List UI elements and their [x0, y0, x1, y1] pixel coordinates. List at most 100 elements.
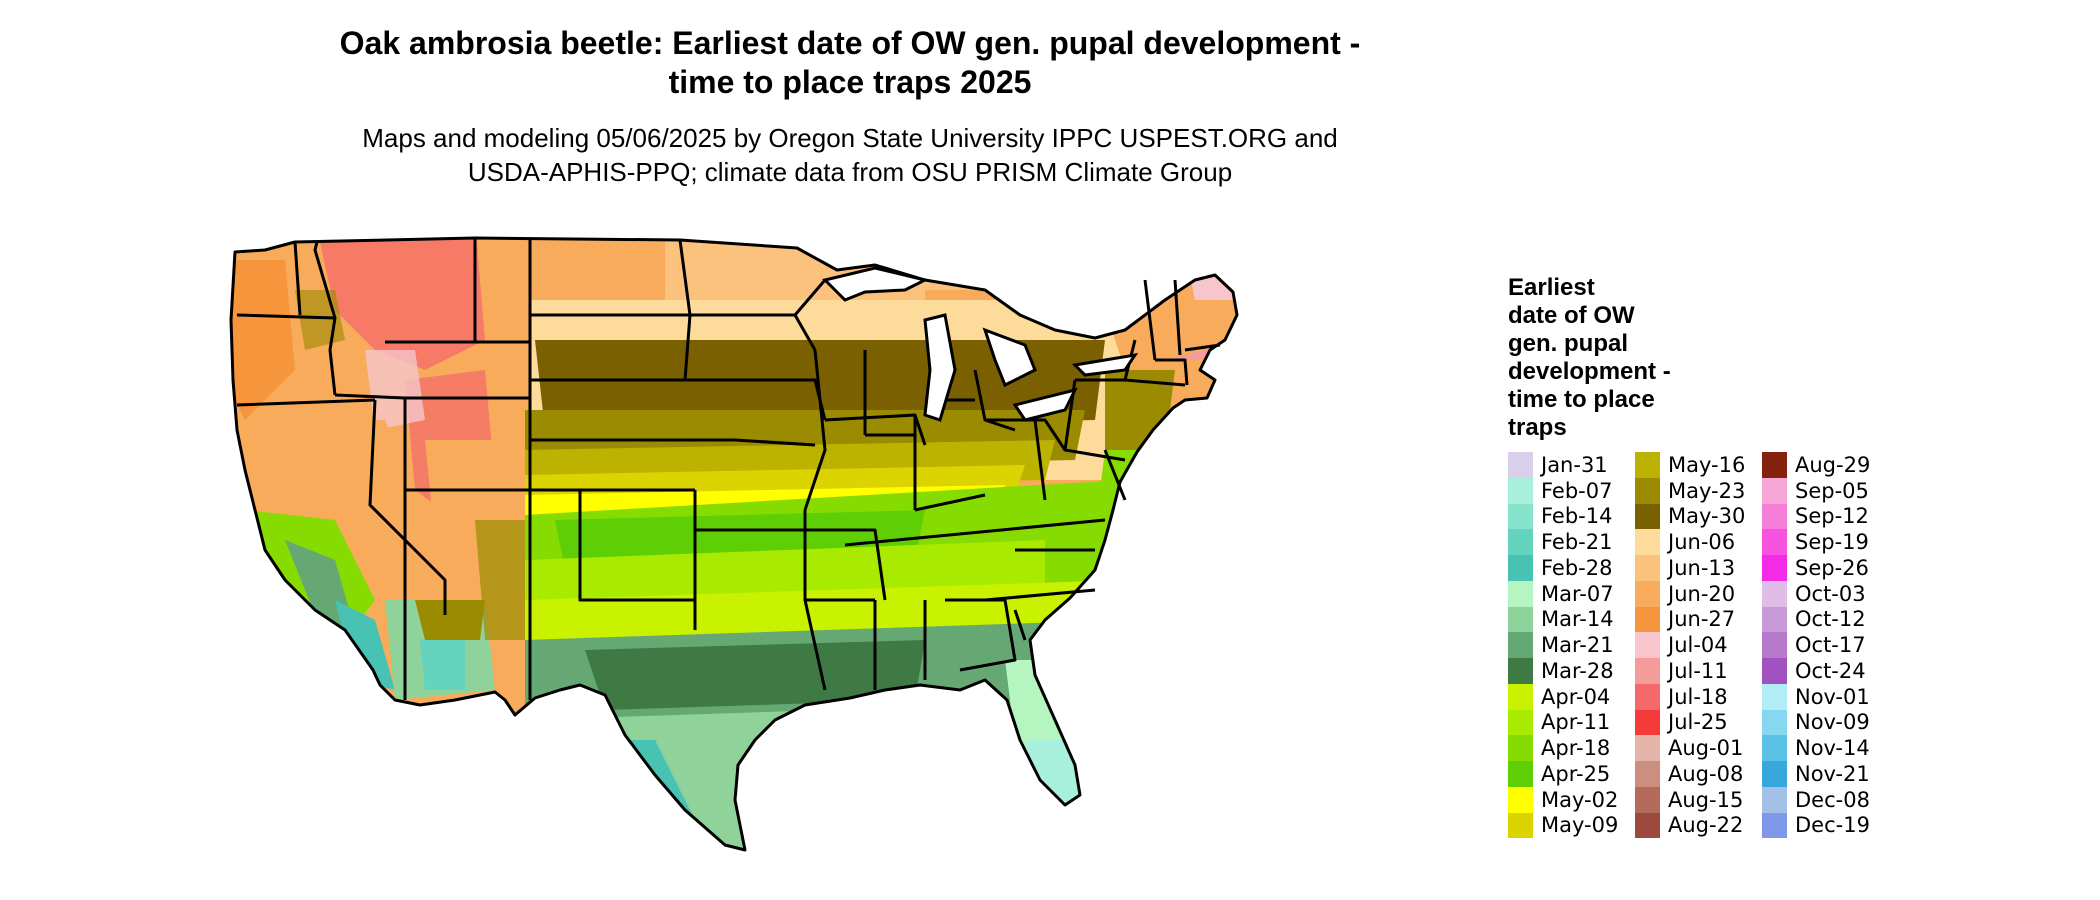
legend-swatch [1762, 580, 1787, 607]
legend-item: Sep-12 [1762, 503, 1870, 530]
legend-swatch [1508, 529, 1533, 555]
legend-label: Jun-13 [1668, 555, 1736, 580]
map-title: Oak ambrosia beetle: Earliest date of OW… [200, 24, 1500, 102]
legend-item: Sep-19 [1762, 529, 1870, 555]
legend-label: Sep-26 [1795, 555, 1869, 580]
legend-label: Oct-24 [1795, 658, 1866, 683]
legend-item: Jan-31 [1508, 452, 1618, 478]
legend-label: Dec-08 [1795, 787, 1870, 812]
legend-item: May-16 [1635, 452, 1745, 478]
legend-item: Jun-06 [1635, 529, 1745, 555]
legend-label: Aug-22 [1668, 813, 1744, 838]
map-title-line-1: Oak ambrosia beetle: Earliest date of OW… [339, 25, 1361, 61]
legend-label: Jan-31 [1541, 452, 1608, 477]
legend-item: May-02 [1508, 786, 1619, 813]
legend-swatch [1508, 761, 1533, 787]
legend-swatch [1635, 632, 1660, 658]
legend-item: Jun-13 [1635, 555, 1745, 581]
legend-item: Mar-14 [1508, 606, 1618, 633]
legend-item: Aug-01 [1635, 735, 1745, 761]
legend-item: Sep-26 [1762, 555, 1870, 581]
legend-label: Jul-18 [1668, 684, 1728, 709]
legend-label: Feb-28 [1541, 555, 1613, 580]
legend-label: Mar-14 [1541, 607, 1614, 632]
state-boundaries [229, 236, 1239, 852]
legend-swatch [1635, 452, 1660, 478]
legend-title-line: time to place [1508, 386, 1655, 413]
legend-label: Sep-19 [1795, 530, 1869, 555]
legend-swatch [1508, 555, 1533, 581]
legend-item: Oct-24 [1762, 658, 1870, 684]
legend-label: Aug-15 [1668, 787, 1744, 812]
legend-item: Jul-25 [1635, 709, 1745, 736]
legend-item: Nov-09 [1762, 709, 1870, 736]
legend-label: Apr-25 [1541, 761, 1611, 786]
legend-swatch [1635, 555, 1660, 581]
legend-label: Nov-01 [1795, 684, 1870, 709]
legend-label: Apr-18 [1541, 736, 1611, 761]
legend-label: Oct-03 [1795, 581, 1866, 606]
legend-item: Aug-15 [1635, 786, 1745, 813]
legend-item: Dec-19 [1762, 812, 1870, 839]
legend-label: Aug-29 [1795, 452, 1871, 477]
legend-label: Jul-25 [1668, 710, 1728, 735]
legend-swatch [1635, 658, 1660, 684]
legend-item: Apr-25 [1508, 761, 1618, 787]
legend-swatch [1762, 786, 1787, 813]
legend-item: Nov-14 [1762, 735, 1870, 761]
legend-swatch [1635, 761, 1660, 787]
legend-title-line: gen. pupal [1508, 330, 1628, 357]
legend-label: Sep-05 [1795, 478, 1869, 503]
legend-item: Dec-08 [1762, 786, 1870, 813]
legend-label: Dec-19 [1795, 813, 1870, 838]
legend-label: Oct-17 [1795, 633, 1866, 658]
legend-item: Jun-27 [1635, 606, 1745, 633]
legend-item: Feb-28 [1508, 555, 1618, 581]
legend-label: Nov-21 [1795, 761, 1870, 786]
legend-column-2: May-16 May-23 May-30 Jun-06 Jun-13 Jun-20 Jun-… [1635, 452, 1745, 839]
legend-swatch [1508, 786, 1533, 813]
legend-swatch [1508, 580, 1533, 607]
legend-item: Oct-17 [1762, 632, 1870, 658]
legend-label: Sep-12 [1795, 504, 1869, 529]
legend-swatch [1508, 477, 1533, 504]
legend-title-line: traps [1508, 414, 1567, 441]
legend-item: Nov-01 [1762, 683, 1870, 710]
legend-title-line: development - [1508, 358, 1671, 385]
legend-item: Aug-29 [1762, 452, 1870, 478]
legend-swatch [1508, 452, 1533, 478]
legend-title-line: Earliest [1508, 274, 1595, 301]
legend-item: Nov-21 [1762, 761, 1870, 787]
legend-label: Apr-11 [1541, 710, 1611, 735]
legend-label: May-02 [1541, 787, 1619, 812]
legend-swatch [1635, 606, 1660, 633]
legend-label: Mar-28 [1541, 658, 1614, 683]
legend-swatch [1508, 658, 1533, 684]
legend-label: May-16 [1668, 452, 1746, 477]
legend-label: Jun-20 [1668, 581, 1736, 606]
legend-item: Apr-11 [1508, 709, 1618, 736]
legend-label: Mar-07 [1541, 581, 1614, 606]
legend-swatch [1635, 477, 1660, 504]
legend-item: May-09 [1508, 812, 1618, 839]
legend-swatch [1508, 709, 1533, 736]
us-degree-day-map [229, 236, 1239, 852]
legend-swatch [1635, 529, 1660, 555]
map-subtitle: Maps and modeling 05/06/2025 by Oregon S… [200, 121, 1500, 189]
legend-item: Feb-07 [1508, 477, 1618, 504]
legend-item: Jun-20 [1635, 580, 1745, 607]
legend-swatch [1508, 812, 1533, 839]
legend-swatch [1635, 735, 1660, 761]
legend-item: Jul-04 [1635, 632, 1745, 658]
legend-label: Jul-11 [1668, 658, 1728, 683]
legend-swatch [1762, 477, 1787, 504]
legend-label: Apr-04 [1541, 684, 1611, 709]
legend-swatch [1635, 786, 1660, 813]
legend-item: Mar-21 [1508, 632, 1618, 658]
legend-item: Jul-11 [1635, 658, 1745, 684]
legend-label: Feb-07 [1541, 478, 1613, 503]
legend-swatch [1762, 812, 1787, 839]
legend-item: Mar-07 [1508, 580, 1618, 607]
legend-item: May-23 [1635, 477, 1745, 504]
legend-swatch [1762, 452, 1787, 478]
